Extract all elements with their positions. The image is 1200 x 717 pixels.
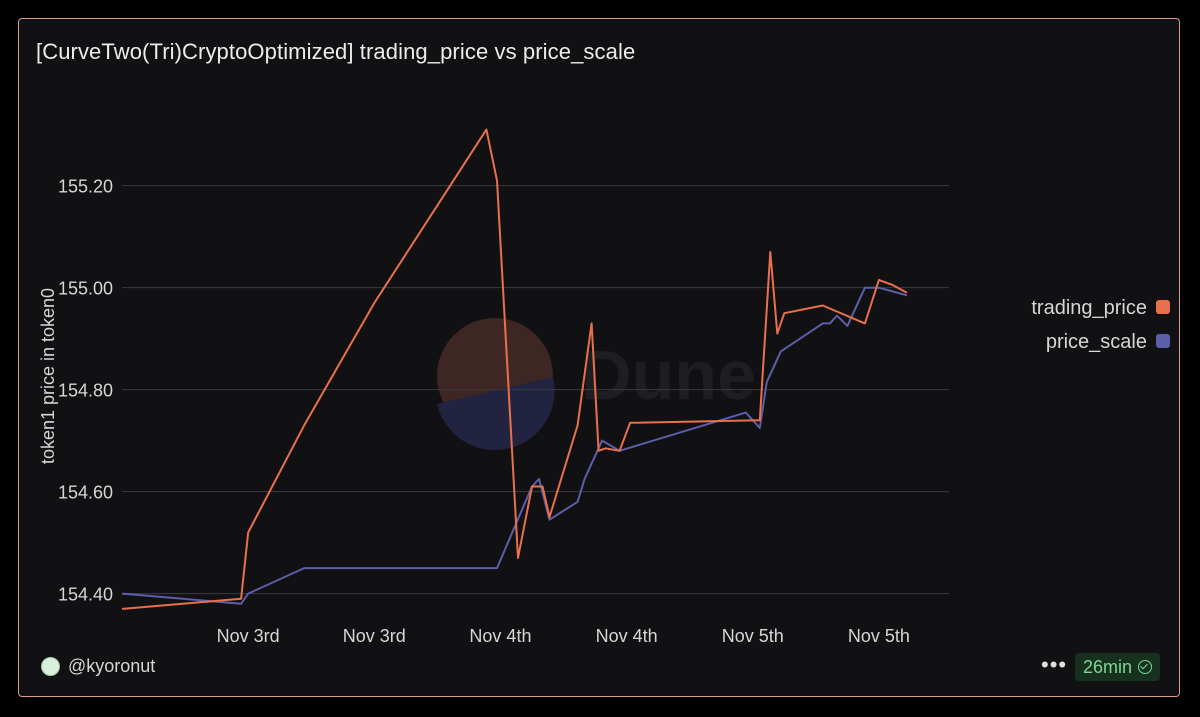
- y-tick-label: 155.00: [58, 279, 113, 299]
- legend-swatch: [1156, 334, 1170, 348]
- chart-title: [CurveTwo(Tri)CryptoOptimized] trading_p…: [36, 39, 636, 64]
- check-circle-icon: [1138, 660, 1153, 674]
- watermark-text: Dune: [581, 336, 756, 414]
- legend-label: price_scale: [1046, 331, 1147, 353]
- x-tick-label: Nov 4th: [469, 626, 531, 646]
- y-tick-label: 154.40: [58, 585, 113, 605]
- legend: trading_price price_scale: [1031, 297, 1170, 353]
- y-tick-label: 154.60: [58, 483, 113, 503]
- x-tick-label: Nov 4th: [596, 626, 658, 646]
- x-tick-label: Nov 3rd: [217, 626, 280, 646]
- more-options-button[interactable]: •••: [1041, 652, 1068, 677]
- author-name[interactable]: @kyoronut: [68, 656, 156, 676]
- y-tick-label: 154.80: [58, 381, 113, 401]
- chart-card: [CurveTwo(Tri)CryptoOptimized] trading_p…: [18, 18, 1180, 697]
- legend-label: trading_price: [1031, 297, 1147, 319]
- avatar: [41, 657, 60, 676]
- series-lines: [121, 128, 908, 610]
- author-info[interactable]: @kyoronut: [41, 656, 155, 677]
- refresh-status-badge[interactable]: 26min: [1075, 653, 1161, 681]
- refresh-time: 26min: [1083, 656, 1133, 677]
- line-chart: Dune 154.40 154.60 154.80 155.00 155.20 Nov …: [38, 128, 1170, 646]
- legend-swatch: [1156, 300, 1170, 314]
- x-tick-label: Nov 5th: [848, 626, 910, 646]
- x-tick-label: Nov 5th: [722, 626, 784, 646]
- series-line-trading-price: [121, 128, 908, 610]
- grid-lines: [122, 185, 949, 595]
- y-axis-label: token1 price in token0: [38, 288, 58, 464]
- x-axis-ticks: Nov 3rd Nov 3rd Nov 4th Nov 4th Nov 5th Nov 5…: [217, 626, 910, 646]
- y-tick-label: 155.20: [58, 177, 113, 197]
- x-tick-label: Nov 3rd: [343, 626, 406, 646]
- y-axis-ticks: 154.40 154.60 154.80 155.00 155.20: [58, 177, 113, 605]
- dune-watermark: Dune: [437, 318, 756, 451]
